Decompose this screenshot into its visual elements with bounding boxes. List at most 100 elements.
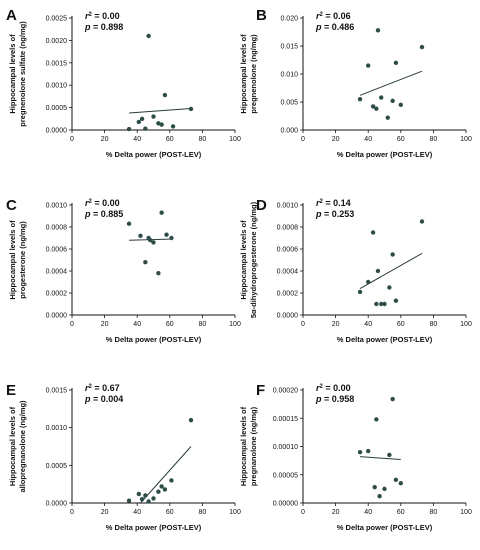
y-tick-label: 0.0002: [277, 291, 299, 298]
x-tick-label: 80: [199, 509, 207, 516]
y-tick-label: 0.0004: [46, 269, 68, 276]
x-tick-label: 40: [364, 136, 372, 143]
x-tick-label: 20: [332, 321, 340, 328]
y-tick-label: 0.00020: [273, 388, 298, 395]
data-point: [169, 478, 174, 483]
x-tick-label: 60: [166, 321, 174, 328]
data-point: [375, 28, 381, 33]
data-point: [169, 235, 174, 241]
x-tick-label: 20: [101, 136, 109, 143]
panel-letter: E: [6, 382, 16, 399]
y-tick-label: 0.0010: [46, 203, 68, 210]
y-tick-label: 0.0000: [277, 313, 299, 320]
y-tick-label: 0.010: [280, 72, 298, 79]
data-point: [170, 124, 176, 129]
panel-letter: D: [256, 197, 267, 214]
y-tick-label: 0.00005: [273, 472, 298, 479]
data-point: [379, 301, 384, 307]
y-tick-label: 0.0000: [46, 128, 68, 135]
data-point: [374, 417, 379, 422]
x-tick-label: 40: [364, 321, 372, 328]
data-point: [162, 92, 168, 98]
data-point: [398, 481, 403, 486]
regression-line: [359, 252, 423, 290]
data-point: [126, 221, 132, 226]
data-point: [382, 486, 387, 492]
x-tick-label: 40: [133, 321, 141, 328]
x-tick-label: 60: [397, 509, 405, 516]
y-axis-label-line: Hippocampal levels of: [8, 406, 17, 486]
data-point: [370, 230, 376, 235]
data-point: [156, 489, 161, 494]
data-point: [143, 493, 148, 498]
panel-letter: F: [256, 382, 265, 399]
panel-e: E 0 20 40 60 80 100 0.0000 0.0005 0.0010 0.0015 % D…: [6, 382, 241, 532]
x-tick-label: 60: [397, 136, 405, 143]
y-tick-label: 0.020: [280, 16, 298, 23]
y-tick-label: 0.0005: [46, 105, 68, 112]
y-tick-label: 0.0008: [46, 225, 68, 232]
y-tick-label: 0.0020: [46, 38, 68, 45]
y-tick-label: 0.0010: [46, 425, 68, 432]
x-axis-label: % Delta power (POST-LEV): [106, 150, 202, 159]
y-tick-label: 0.0015: [46, 60, 68, 67]
x-tick-label: 60: [166, 509, 174, 516]
x-axis-label: % Delta power (POST-LEV): [337, 523, 433, 532]
x-tick-label: 40: [133, 136, 141, 143]
data-point: [188, 417, 194, 423]
data-point: [136, 119, 142, 125]
data-point: [143, 260, 148, 265]
y-tick-label: 0.0010: [46, 83, 68, 90]
x-axis-label: % Delta power (POST-LEV): [106, 523, 202, 532]
y-tick-label: 0.0000: [46, 501, 68, 508]
panel-b: B 0 20 40 60 80 100 0.000 0.005 0.010 0.015 0.020 % …: [239, 7, 472, 159]
x-tick-label: 20: [101, 321, 109, 328]
data-point: [139, 116, 145, 122]
data-point: [357, 97, 363, 102]
data-point: [126, 498, 132, 503]
y-axis-label-line: progesterone (ng/mg): [18, 221, 27, 299]
data-point: [390, 252, 395, 257]
data-point: [357, 449, 363, 455]
panel-a: A 0 20 40 60 80 100 0.0000 0.0005 0.0010 0.0015 0.0…: [6, 7, 241, 159]
data-point: [143, 126, 148, 131]
data-point: [419, 219, 425, 224]
data-point: [366, 63, 371, 68]
x-tick-label: 80: [430, 509, 438, 516]
y-axis-label-line: allopregnanolone (ng/mg): [18, 400, 27, 493]
regression-line: [140, 446, 192, 504]
data-point: [372, 484, 377, 490]
data-point: [374, 301, 379, 307]
regression-line: [359, 70, 423, 96]
y-axis-label-line: pregnenolone sulfate (ng/mg): [18, 21, 27, 127]
data-point: [393, 298, 399, 303]
x-tick-label: 40: [364, 509, 372, 516]
x-axis-label: % Delta power (POST-LEV): [106, 335, 202, 344]
data-point: [385, 115, 390, 120]
data-point: [164, 232, 169, 237]
data-point: [393, 477, 399, 483]
p-value-label: p = 0.486: [315, 22, 354, 32]
data-point: [379, 95, 384, 100]
y-tick-label: 0.000: [280, 128, 298, 135]
data-point: [375, 268, 381, 274]
y-tick-label: 0.0006: [277, 247, 299, 254]
panel-letter: A: [6, 7, 17, 24]
regression-line: [129, 107, 192, 114]
x-tick-label: 40: [133, 509, 141, 516]
x-tick-label: 80: [430, 321, 438, 328]
panel-d: D 0 20 40 60 80 100 0.0000 0.0002 0.0004 0.0006 0.0…: [239, 197, 472, 344]
x-tick-label: 60: [166, 136, 174, 143]
data-point: [136, 491, 142, 497]
x-tick-label: 0: [301, 321, 305, 328]
x-tick-label: 0: [70, 321, 74, 328]
x-tick-label: 80: [199, 136, 207, 143]
y-tick-label: 0.0006: [46, 247, 68, 254]
r-squared-label: r2 = 0.14: [316, 198, 351, 208]
data-point: [366, 279, 371, 285]
p-value-label: p = 0.898: [84, 22, 123, 32]
x-axis-label: % Delta power (POST-LEV): [337, 335, 433, 344]
r-squared-label: r2 = 0.06: [316, 11, 351, 21]
data-point: [374, 106, 379, 111]
